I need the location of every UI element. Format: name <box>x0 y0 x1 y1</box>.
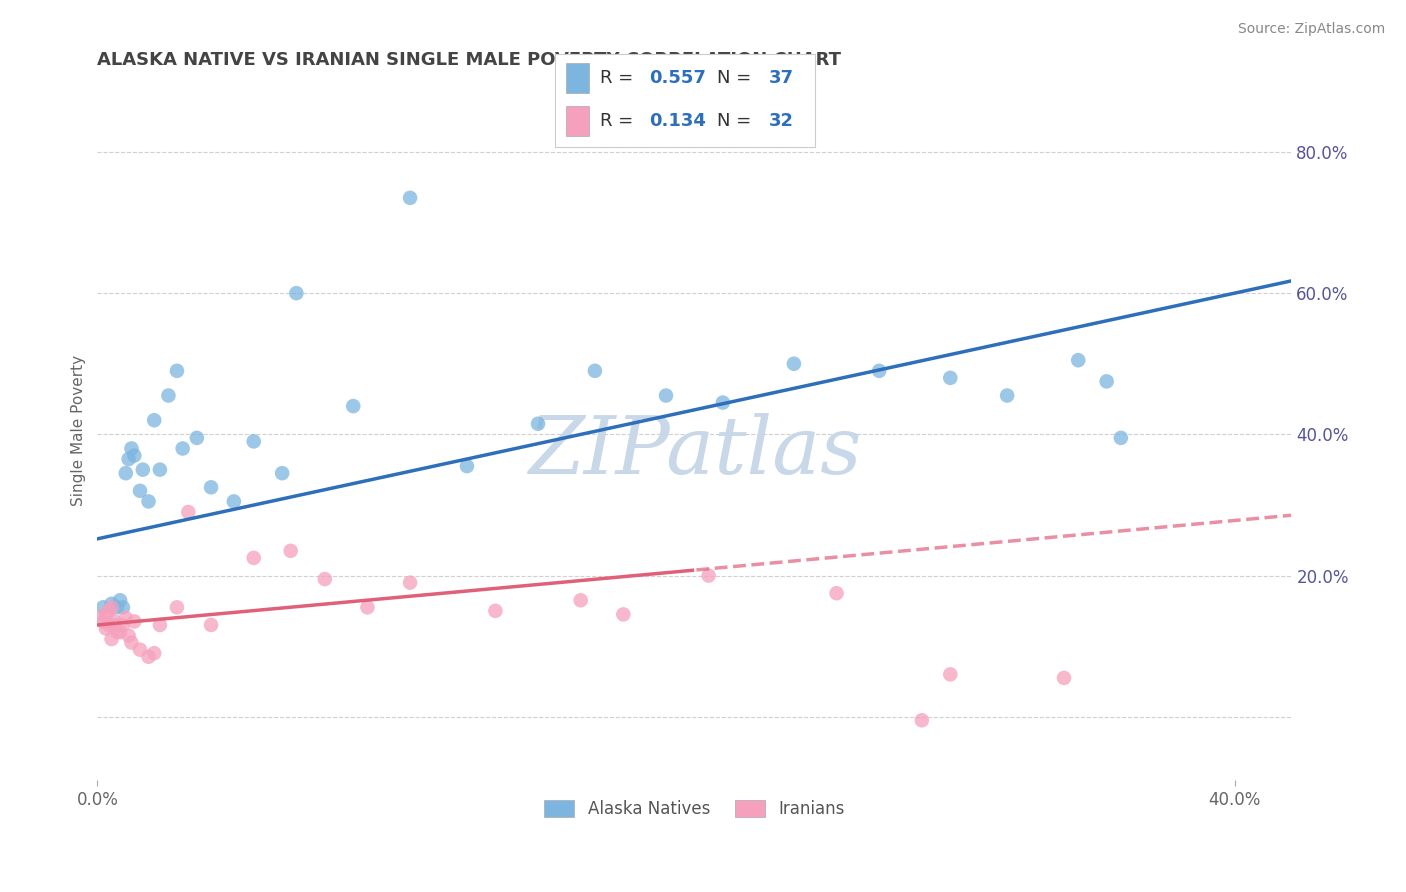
Text: N =: N = <box>717 69 756 87</box>
Alaska Natives <box>1095 375 1118 389</box>
Iranians <box>94 622 117 636</box>
Alaska Natives <box>129 483 152 498</box>
Alaska Natives <box>783 357 806 371</box>
Alaska Natives <box>868 364 890 378</box>
Alaska Natives <box>143 413 166 427</box>
Text: 32: 32 <box>769 112 793 130</box>
Alaska Natives <box>186 431 208 445</box>
Text: R =: R = <box>599 112 638 130</box>
Bar <box>565 106 589 136</box>
Alaska Natives <box>124 449 146 463</box>
Text: 37: 37 <box>769 69 793 87</box>
Iranians <box>1053 671 1076 685</box>
Iranians <box>166 600 188 615</box>
Iranians <box>280 544 302 558</box>
Iranians <box>242 550 264 565</box>
Iranians <box>108 625 131 640</box>
Alaska Natives <box>1109 431 1132 445</box>
Alaska Natives <box>222 494 245 508</box>
Iranians <box>138 649 160 664</box>
Alaska Natives <box>583 364 606 378</box>
Alaska Natives <box>285 286 308 301</box>
Iranians <box>356 600 378 615</box>
Alaska Natives <box>157 388 180 402</box>
Alaska Natives <box>166 364 188 378</box>
Text: Source: ZipAtlas.com: Source: ZipAtlas.com <box>1237 22 1385 37</box>
Alaska Natives <box>108 593 131 607</box>
Iranians <box>129 642 152 657</box>
Iranians <box>939 667 962 681</box>
Alaska Natives <box>456 459 478 474</box>
Iranians <box>177 505 200 519</box>
Iranians <box>143 646 166 660</box>
Iranians <box>114 611 136 625</box>
Legend: Alaska Natives, Iranians: Alaska Natives, Iranians <box>537 793 851 824</box>
Alaska Natives <box>91 600 114 615</box>
Text: ALASKA NATIVE VS IRANIAN SINGLE MALE POVERTY CORRELATION CHART: ALASKA NATIVE VS IRANIAN SINGLE MALE POV… <box>97 51 841 69</box>
Iranians <box>100 632 122 646</box>
Iranians <box>569 593 592 607</box>
Iranians <box>484 604 506 618</box>
Iranians <box>399 575 422 590</box>
Iranians <box>314 572 336 586</box>
Iranians <box>825 586 848 600</box>
Alaska Natives <box>242 434 264 449</box>
Alaska Natives <box>939 371 962 385</box>
Alaska Natives <box>711 395 734 409</box>
Alaska Natives <box>172 442 194 456</box>
Alaska Natives <box>1067 353 1090 368</box>
Iranians <box>91 615 114 629</box>
Iranians <box>612 607 634 622</box>
Y-axis label: Single Male Poverty: Single Male Poverty <box>72 355 86 507</box>
Alaska Natives <box>132 463 155 477</box>
Alaska Natives <box>149 463 172 477</box>
Iranians <box>89 611 111 625</box>
Iranians <box>105 625 128 640</box>
Alaska Natives <box>399 191 422 205</box>
Alaska Natives <box>200 480 222 494</box>
Iranians <box>200 618 222 632</box>
Text: R =: R = <box>599 69 638 87</box>
Alaska Natives <box>117 452 139 467</box>
Alaska Natives <box>271 466 294 480</box>
Alaska Natives <box>527 417 550 431</box>
Alaska Natives <box>105 600 128 615</box>
Iranians <box>103 618 125 632</box>
Text: N =: N = <box>717 112 756 130</box>
Text: 0.134: 0.134 <box>650 112 706 130</box>
Alaska Natives <box>342 399 364 413</box>
Alaska Natives <box>138 494 160 508</box>
Iranians <box>97 604 120 618</box>
Iranians <box>100 600 122 615</box>
Iranians <box>111 618 134 632</box>
Alaska Natives <box>111 600 134 615</box>
Text: ZIPatlas: ZIPatlas <box>527 413 860 491</box>
Alaska Natives <box>100 597 122 611</box>
Text: 0.557: 0.557 <box>650 69 706 87</box>
Iranians <box>697 568 720 582</box>
Iranians <box>911 713 934 727</box>
Iranians <box>94 607 117 622</box>
Alaska Natives <box>121 442 143 456</box>
Iranians <box>149 618 172 632</box>
Alaska Natives <box>114 466 136 480</box>
Alaska Natives <box>995 388 1018 402</box>
Alaska Natives <box>655 388 678 402</box>
Bar <box>565 63 589 93</box>
Iranians <box>103 615 125 629</box>
Iranians <box>124 615 146 629</box>
Iranians <box>97 618 120 632</box>
Iranians <box>121 635 143 649</box>
Iranians <box>117 629 139 643</box>
